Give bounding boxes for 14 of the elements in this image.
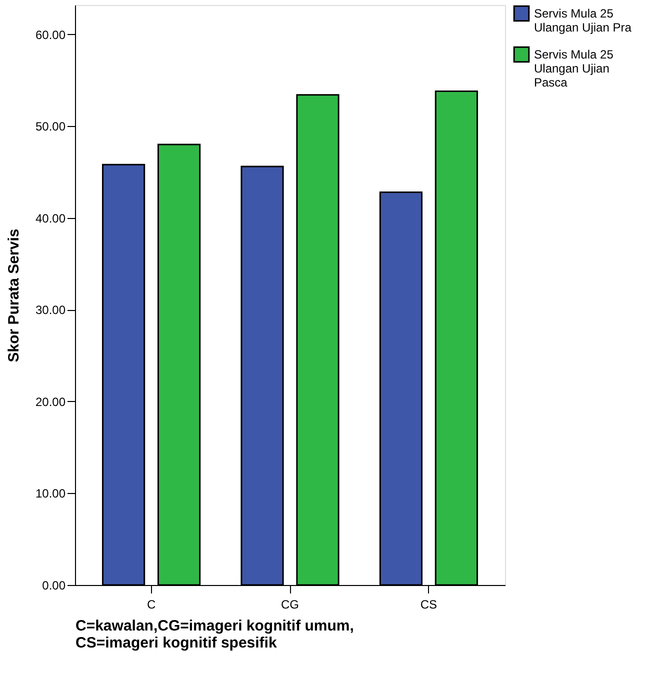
y-axis-title: Skor Purata Servis xyxy=(5,228,22,362)
x-tick-label: C xyxy=(146,598,156,612)
y-tick-label: 30.00 xyxy=(35,303,66,318)
x-axis-title: C=kawalan,CG=imageri kognitif umum, CS=imageri kognitif spesifik xyxy=(76,618,354,652)
legend-label: Servis Mula 25 Ulangan Ujian Pasca xyxy=(534,48,614,90)
x-tick-label: CS xyxy=(420,598,438,612)
y-tick-label: 50.00 xyxy=(35,120,66,134)
y-tick-label: 40.00 xyxy=(35,211,66,226)
y-tick-label: 60.00 xyxy=(35,28,66,42)
x-tick-label: CG xyxy=(281,598,299,612)
y-tick-label: 10.00 xyxy=(35,486,66,501)
y-tick-label: 0.00 xyxy=(42,578,66,592)
legend-label: Servis Mula 25 Ulangan Ujian Pra xyxy=(534,6,632,34)
y-tick-label: 20.00 xyxy=(35,394,66,409)
